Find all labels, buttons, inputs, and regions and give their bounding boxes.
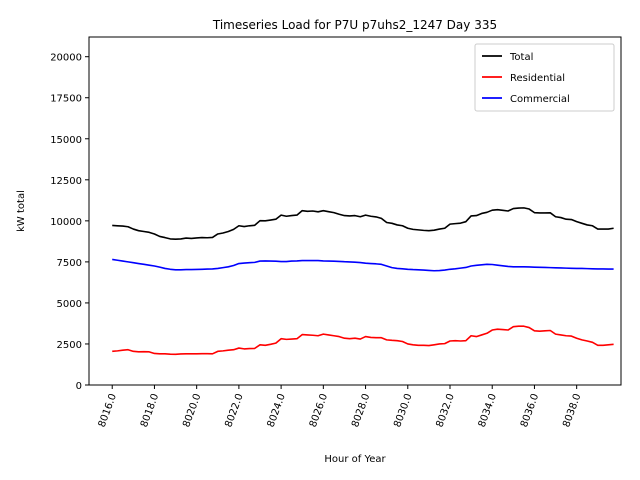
y-tick-label: 2500 — [57, 340, 82, 351]
series-line-residential — [112, 325, 614, 356]
y-tick-label: 0 — [76, 381, 82, 392]
y-tick-label: 15000 — [50, 135, 82, 146]
x-axis-label: Hour of Year — [324, 454, 386, 465]
legend: Total Residential Commercial — [474, 43, 615, 112]
y-axis: 0 2500 5000 7500 10000 12500 15000 17500 20000 — [50, 53, 89, 392]
chart-title: Timeseries Load for P7U p7uhs2_1247 Day … — [212, 18, 497, 32]
series-line-commercial — [112, 258, 614, 272]
plot-frame — [88, 36, 622, 386]
legend-label-commercial: Commercial — [510, 94, 570, 105]
plot-lines — [112, 207, 614, 356]
legend-label-residential: Residential — [510, 73, 565, 84]
series-line-total — [112, 207, 614, 241]
y-tick-label: 12500 — [50, 176, 82, 187]
y-tick-label: 5000 — [57, 299, 82, 310]
legend-box — [474, 43, 615, 112]
legend-label-total: Total — [509, 52, 533, 63]
y-axis-label: kW total — [16, 190, 27, 232]
y-tick-label: 17500 — [50, 94, 82, 105]
y-tick-label: 7500 — [57, 258, 82, 269]
y-tick-label: 10000 — [50, 217, 82, 228]
y-tick-label: 20000 — [50, 53, 82, 64]
